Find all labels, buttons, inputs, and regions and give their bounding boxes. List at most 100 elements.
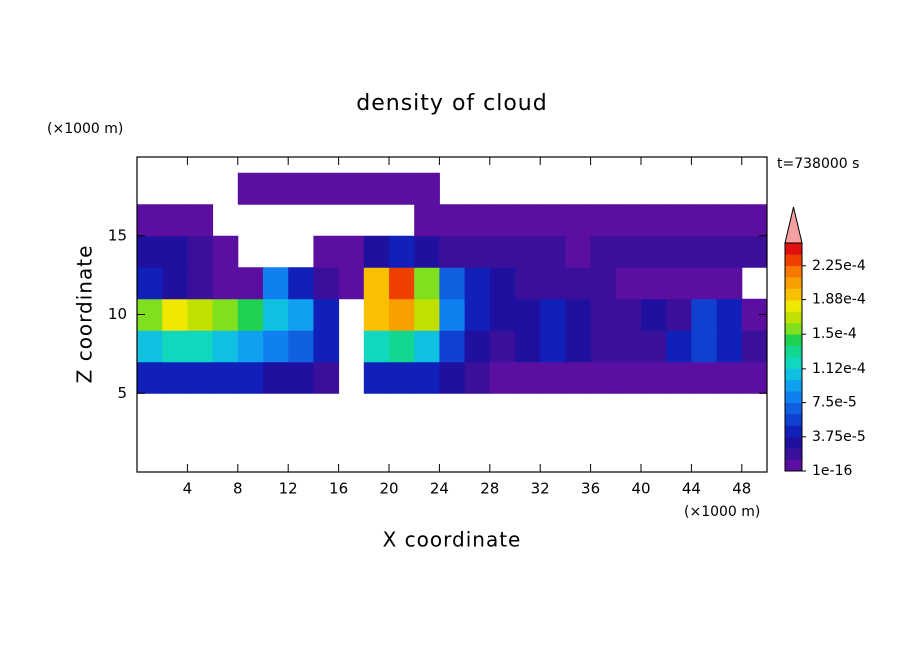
cell bbox=[691, 267, 718, 300]
colorbar-band bbox=[785, 322, 802, 335]
cell bbox=[489, 330, 516, 363]
cell bbox=[691, 235, 718, 268]
cell bbox=[187, 298, 214, 331]
cell bbox=[489, 204, 516, 237]
colorbar-band bbox=[785, 448, 802, 460]
colorbar-label: 1e-16 bbox=[812, 463, 852, 479]
cell bbox=[414, 267, 440, 300]
x-tick-label: 12 bbox=[279, 480, 298, 498]
colorbar-band bbox=[785, 311, 802, 324]
cell bbox=[741, 204, 768, 237]
x-tick-label: 36 bbox=[581, 480, 600, 498]
cell bbox=[515, 330, 541, 363]
cell bbox=[464, 330, 491, 363]
cell bbox=[187, 267, 214, 300]
cell bbox=[565, 204, 592, 237]
cell bbox=[212, 330, 239, 363]
cell bbox=[288, 172, 314, 205]
cell bbox=[489, 361, 516, 394]
colorbar-band bbox=[785, 459, 802, 472]
cell bbox=[162, 330, 188, 363]
cell bbox=[137, 235, 163, 268]
cell bbox=[515, 204, 541, 237]
cell bbox=[187, 361, 214, 394]
colorbar-frame bbox=[784, 242, 803, 472]
colorbar-band bbox=[785, 368, 802, 381]
cell bbox=[666, 361, 692, 394]
x-tick-label: 16 bbox=[329, 480, 348, 498]
y-tick-label: 5 bbox=[117, 384, 127, 402]
cell bbox=[515, 267, 541, 300]
cell bbox=[137, 361, 163, 394]
colorbar-band bbox=[785, 277, 802, 289]
colorbar-band bbox=[785, 288, 802, 301]
colorbar-label: 7.5e-5 bbox=[812, 395, 857, 411]
x-tick-label: 40 bbox=[631, 480, 650, 498]
cell bbox=[489, 235, 516, 268]
cell bbox=[389, 330, 415, 363]
colorbar-over bbox=[784, 206, 803, 244]
cell bbox=[641, 361, 667, 394]
cell bbox=[489, 298, 516, 331]
cell bbox=[615, 330, 642, 363]
cell bbox=[162, 267, 188, 300]
cell bbox=[414, 235, 440, 268]
cell bbox=[666, 204, 692, 237]
cell bbox=[464, 204, 491, 237]
cell bbox=[162, 235, 188, 268]
colorbar-band bbox=[785, 391, 802, 403]
cell bbox=[414, 298, 440, 331]
cell bbox=[389, 172, 415, 205]
cell bbox=[615, 204, 642, 237]
cell bbox=[565, 267, 592, 300]
cell bbox=[741, 235, 768, 268]
cell bbox=[313, 172, 340, 205]
colorbar-band bbox=[785, 425, 802, 438]
cell bbox=[464, 298, 491, 331]
cell bbox=[313, 330, 340, 363]
cell bbox=[590, 361, 617, 394]
cell bbox=[389, 235, 415, 268]
cell bbox=[313, 361, 340, 394]
cell bbox=[263, 361, 289, 394]
cell bbox=[565, 235, 592, 268]
cell bbox=[162, 361, 188, 394]
cell bbox=[641, 204, 667, 237]
colorbar-band bbox=[785, 334, 802, 346]
x-tick-label: 28 bbox=[480, 480, 499, 498]
cell bbox=[439, 267, 466, 300]
x-unit: (×1000 m) bbox=[684, 504, 760, 520]
cell bbox=[414, 172, 440, 205]
cell bbox=[691, 361, 718, 394]
cell bbox=[162, 204, 188, 237]
x-tick-label: 4 bbox=[183, 480, 193, 498]
x-label: X coordinate bbox=[383, 528, 522, 552]
cell bbox=[540, 298, 566, 331]
cell bbox=[565, 361, 592, 394]
cell bbox=[389, 267, 415, 300]
cell bbox=[363, 298, 390, 331]
cell bbox=[489, 267, 516, 300]
x-tick-label: 24 bbox=[430, 480, 449, 498]
cell bbox=[716, 330, 743, 363]
cell bbox=[515, 235, 541, 268]
cell bbox=[237, 298, 264, 331]
cell bbox=[414, 361, 440, 394]
colorbar-band bbox=[785, 402, 802, 415]
cell bbox=[414, 330, 440, 363]
cell bbox=[288, 267, 314, 300]
colorbar-band bbox=[785, 254, 802, 267]
cell bbox=[716, 204, 743, 237]
cell bbox=[615, 298, 642, 331]
cell bbox=[464, 361, 491, 394]
colorbar-band bbox=[785, 243, 802, 255]
cell bbox=[237, 172, 264, 205]
cell bbox=[263, 267, 289, 300]
cell bbox=[666, 267, 692, 300]
cell bbox=[741, 361, 768, 394]
colorbar-band bbox=[785, 345, 802, 358]
cell bbox=[263, 330, 289, 363]
cell bbox=[212, 361, 239, 394]
x-tick-label: 8 bbox=[233, 480, 243, 498]
cell bbox=[212, 235, 239, 268]
